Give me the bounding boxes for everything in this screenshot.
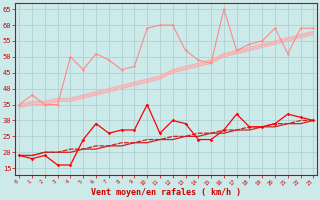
X-axis label: Vent moyen/en rafales ( km/h ): Vent moyen/en rafales ( km/h ) <box>91 188 241 197</box>
